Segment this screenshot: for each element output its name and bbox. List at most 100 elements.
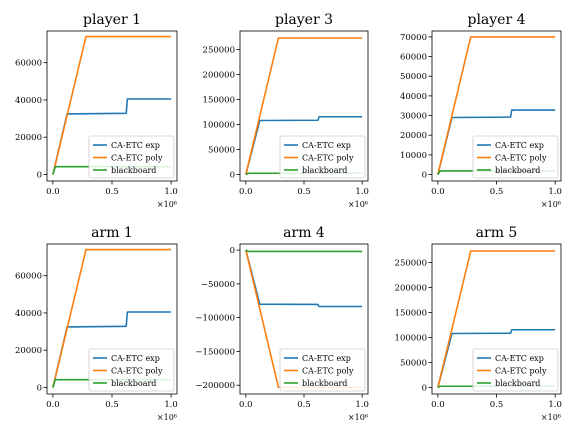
y-tick-label: 0	[37, 170, 42, 180]
y-tick-label: 200000	[395, 284, 427, 294]
subplot-title: player 4	[467, 12, 525, 28]
y-tick-label: 20000	[15, 133, 42, 143]
y-tick-label: 10000	[400, 151, 427, 161]
series-line-exp	[245, 249, 363, 308]
y-tick-label: 0	[37, 383, 42, 393]
x-tick-label: 0.0	[431, 400, 445, 410]
y-tick-label: 200000	[203, 71, 235, 81]
legend-label: CA-ETC poly	[495, 154, 547, 163]
x-tick-label: 0.5	[490, 187, 504, 197]
x-tick-label: 0.0	[46, 400, 60, 410]
legend: CA-ETC exp CA-ETC poly blackboard	[279, 348, 366, 392]
x-tick-label: 0.5	[105, 400, 119, 410]
legend-box	[279, 135, 366, 179]
x-tick-label: 0.5	[297, 187, 311, 197]
y-tick-label: 70000	[400, 33, 427, 43]
legend-box	[279, 348, 366, 392]
subplot-title: arm 5	[476, 225, 518, 241]
legend: CA-ETC exp CA-ETC poly blackboard	[88, 135, 175, 179]
y-tick-label: 20000	[15, 346, 42, 356]
y-tick-label: 250000	[395, 259, 427, 269]
x-axis-multiplier: ×10⁶	[157, 413, 177, 422]
x-tick-label: 1.0	[548, 400, 562, 410]
legend-box	[472, 348, 559, 392]
legend-box	[88, 348, 175, 392]
subplot-5: arm 4 0 −50000 −100000 −150000 −200000 0.0 0.5 1…	[195, 225, 369, 422]
y-tick-label: 250000	[203, 46, 235, 56]
series-line-poly	[437, 250, 556, 388]
legend-box	[88, 135, 175, 179]
y-tick-label: 20000	[400, 131, 427, 141]
subplot-3: player 4 0 10000 20000 30000 40000 50000 60000 7…	[400, 12, 562, 209]
y-tick-label: 40000	[15, 96, 42, 106]
subplot-6: arm 5 0 50000 100000 150000 200000 250000 0.0 0.…	[395, 225, 562, 422]
y-tick-label: 30000	[400, 112, 427, 122]
legend-label: CA-ETC poly	[111, 367, 163, 376]
legend-box	[472, 135, 559, 179]
series-line-poly	[437, 36, 556, 175]
subplot-2: player 3 0 50000 100000 150000 200000 250000 0.…	[203, 12, 369, 209]
y-tick-label: −200000	[195, 381, 235, 391]
legend-label: CA-ETC exp	[495, 354, 544, 363]
x-tick-label: 0.0	[431, 187, 445, 197]
x-axis-multiplier: ×10⁶	[348, 200, 368, 209]
x-tick-label: 0.5	[105, 187, 119, 197]
y-tick-label: 60000	[400, 53, 427, 63]
y-tick-label: 0	[422, 171, 427, 181]
series-line-blackboard	[245, 249, 363, 253]
x-tick-label: 1.0	[164, 400, 178, 410]
legend-label: CA-ETC poly	[111, 154, 163, 163]
x-tick-label: 0.5	[490, 400, 504, 410]
y-tick-label: 0	[230, 171, 235, 181]
subplot-4: arm 1 0 20000 40000 60000 0.0 0.5 1.0 ×10⁶ CA-ETC…	[15, 225, 178, 422]
y-tick-label: 50000	[400, 72, 427, 82]
legend-label: blackboard	[302, 379, 347, 388]
legend-label: blackboard	[495, 379, 540, 388]
legend-label: blackboard	[111, 379, 156, 388]
y-tick-label: 60000	[15, 272, 42, 282]
y-tick-label: −50000	[201, 280, 235, 290]
legend-label: CA-ETC poly	[495, 367, 547, 376]
series-line-poly	[52, 248, 172, 388]
y-tick-label: 40000	[15, 309, 42, 319]
y-tick-label: 100000	[395, 334, 427, 344]
series-line-poly	[52, 35, 172, 175]
legend-label: CA-ETC exp	[495, 141, 544, 150]
subplot-title: arm 1	[91, 225, 133, 241]
legend-label: CA-ETC poly	[302, 367, 354, 376]
x-tick-label: 1.0	[548, 187, 562, 197]
y-tick-label: 100000	[203, 121, 235, 131]
legend: CA-ETC exp CA-ETC poly blackboard	[88, 348, 175, 392]
y-tick-label: 0	[422, 384, 427, 394]
subplot-1: player 1 0 20000 40000 60000 0.0 0.5 1.0 ×10⁶ CA-…	[15, 12, 178, 209]
subplot-title: player 1	[83, 12, 141, 28]
y-tick-label: 50000	[400, 359, 427, 369]
legend-label: CA-ETC exp	[302, 141, 351, 150]
x-tick-label: 1.0	[355, 400, 369, 410]
y-tick-label: 40000	[400, 92, 427, 102]
y-tick-label: 150000	[395, 309, 427, 319]
x-axis-multiplier: ×10⁶	[348, 413, 368, 422]
legend-label: CA-ETC exp	[302, 354, 351, 363]
x-tick-label: 0.5	[297, 400, 311, 410]
x-tick-label: 0.0	[239, 187, 253, 197]
x-axis-multiplier: ×10⁶	[541, 200, 561, 209]
legend-label: CA-ETC poly	[302, 154, 354, 163]
x-tick-label: 1.0	[164, 187, 178, 197]
legend-label: blackboard	[495, 166, 540, 175]
series-line-poly	[245, 37, 363, 175]
y-tick-label: −100000	[195, 314, 235, 324]
x-tick-label: 0.0	[46, 187, 60, 197]
legend-label: blackboard	[302, 166, 347, 175]
legend-label: CA-ETC exp	[111, 354, 160, 363]
legend-label: CA-ETC exp	[111, 141, 160, 150]
x-axis-multiplier: ×10⁶	[541, 413, 561, 422]
x-tick-label: 0.0	[239, 400, 253, 410]
subplot-title: player 3	[275, 12, 333, 28]
subplot-title: arm 4	[283, 225, 325, 241]
y-tick-label: −150000	[195, 347, 235, 357]
y-tick-label: 150000	[203, 96, 235, 106]
y-tick-label: 50000	[208, 146, 235, 156]
y-tick-label: 60000	[15, 59, 42, 69]
